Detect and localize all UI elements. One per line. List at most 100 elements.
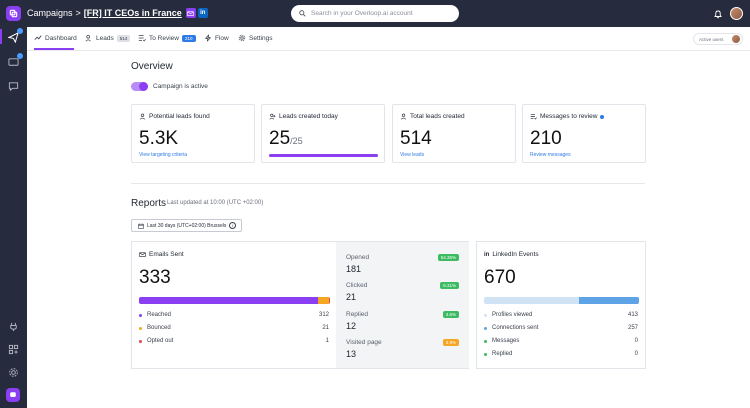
emails-sent-total: 333 xyxy=(139,267,171,288)
bar-segment-profiles-viewed xyxy=(484,297,580,304)
leads-today-value: 25/25 xyxy=(269,128,303,150)
linkedin-events-header: in LinkedIn Events xyxy=(484,251,539,258)
tab-leads-label: Leads xyxy=(96,34,114,42)
toggle-knob xyxy=(139,82,148,91)
info-icon[interactable]: i xyxy=(229,222,237,229)
emails-row-reached: Reached xyxy=(139,312,171,318)
sidebar-item-integrations[interactable] xyxy=(7,320,20,333)
view-leads-link[interactable]: View leads xyxy=(400,152,425,158)
emails-sent-title: Emails Sent xyxy=(149,251,184,258)
review-messages-link[interactable]: Review messages xyxy=(530,152,571,158)
user-avatar[interactable] xyxy=(730,7,743,20)
connections-sent-bullet xyxy=(484,326,487,330)
visited-page-label: Visited page xyxy=(346,339,382,346)
review-icon xyxy=(138,35,146,42)
notification-dot xyxy=(17,28,23,34)
opted-out-value: 1 xyxy=(325,338,329,344)
view-targeting-criteria-link[interactable]: View targeting criteria xyxy=(139,152,187,158)
review-icon xyxy=(530,114,537,120)
replied-bullet xyxy=(484,352,487,356)
profiles-viewed-label: Profiles viewed xyxy=(492,312,533,318)
calendar-icon xyxy=(138,223,144,229)
sidebar-item-settings[interactable] xyxy=(7,366,20,379)
gear-icon xyxy=(238,34,246,42)
trend-icon xyxy=(34,35,42,40)
date-range-selector[interactable]: Last 30 days (UTC+02:00) Brussels i xyxy=(131,219,242,232)
emails-sent-panel: Emails Sent 333 Reached 312 Bounced 21 O… xyxy=(131,241,337,369)
user-icon xyxy=(400,113,407,120)
total-leads-title: Total leads created xyxy=(410,113,465,120)
search-icon xyxy=(299,10,306,17)
reports-updated-text: Last updated at 10:00 (UTC +02:00) xyxy=(167,200,264,206)
messages-review-card: Messages to review 210 Review messages xyxy=(522,104,646,163)
campaign-name[interactable]: [FR] IT CEOs in France xyxy=(83,8,182,18)
linkedin-stacked-bar xyxy=(484,297,639,304)
tab-dashboard-label: Dashboard xyxy=(45,34,77,42)
tab-settings-label: Settings xyxy=(249,34,273,42)
sidebar-item-apps[interactable] xyxy=(7,343,20,356)
bell-icon[interactable] xyxy=(713,9,723,19)
apps-icon xyxy=(8,344,19,355)
envelope-icon xyxy=(139,252,146,257)
active-users-pill[interactable]: Active users xyxy=(693,33,743,45)
potential-leads-card: Potential leads found 5.3K View targetin… xyxy=(131,104,255,163)
sidebar-item-inbox[interactable] xyxy=(7,53,23,69)
bounced-value: 21 xyxy=(322,325,329,331)
clicked-rate-badge: 6.31% xyxy=(440,282,459,289)
help-button[interactable] xyxy=(6,388,20,402)
active-users-label: Active users xyxy=(699,36,724,42)
linkedin-events-panel: in LinkedIn Events 670 Profiles viewed 4… xyxy=(476,241,646,369)
opened-label: Opened xyxy=(346,254,370,261)
search-bar[interactable] xyxy=(291,5,459,22)
active-user-avatar xyxy=(732,35,740,43)
sidebar-item-messages[interactable] xyxy=(7,80,20,93)
users-icon xyxy=(85,35,91,42)
leads-today-progress-bar xyxy=(269,154,378,157)
opted-out-bullet xyxy=(139,339,142,343)
linkedin-replied-label: Replied xyxy=(492,351,513,357)
app-logo[interactable] xyxy=(6,6,21,21)
potential-leads-title: Potential leads found xyxy=(149,113,210,120)
sidebar-item-campaigns[interactable] xyxy=(7,28,23,44)
profiles-viewed-bullet xyxy=(484,313,487,317)
bounced-label: Bounced xyxy=(147,325,171,331)
sidebar xyxy=(0,0,27,408)
tab-dashboard[interactable]: Dashboard xyxy=(34,34,77,42)
profiles-viewed-value: 413 xyxy=(627,312,638,318)
user-icon xyxy=(139,113,146,120)
breadcrumb: Campaigns > [FR] IT CEOs in France in xyxy=(27,8,208,18)
lightning-icon xyxy=(204,34,212,42)
visited-page-rate-badge: 3.9% xyxy=(442,339,459,346)
connections-sent-label: Connections sent xyxy=(492,325,539,331)
opted-out-label: Opted out xyxy=(147,338,174,344)
email-channel-icon xyxy=(185,8,196,18)
emails-stacked-bar xyxy=(139,297,330,304)
campaign-tabs: Dashboard Leads 514 To Review 210 Flow S… xyxy=(27,27,750,51)
sidebar-active-indicator xyxy=(0,29,2,44)
breadcrumb-campaigns[interactable]: Campaigns xyxy=(27,8,73,18)
linkedin-row-messages: Messages xyxy=(484,338,519,344)
bar-segment-opted-out xyxy=(329,297,330,304)
search-input[interactable] xyxy=(311,10,451,17)
tab-settings[interactable]: Settings xyxy=(238,34,273,42)
tab-leads[interactable]: Leads 514 xyxy=(85,34,131,42)
section-divider xyxy=(131,183,645,184)
tab-flow[interactable]: Flow xyxy=(204,34,229,42)
active-tab-underline xyxy=(34,48,74,50)
opened-value: 181 xyxy=(346,264,362,274)
messages-label: Messages xyxy=(492,338,520,344)
new-indicator-dot xyxy=(600,114,605,119)
clicked-label: Clicked xyxy=(346,282,368,289)
chat-bubble-icon xyxy=(10,392,16,397)
linkedin-events-title: LinkedIn Events xyxy=(492,251,539,258)
campaign-active-toggle[interactable] xyxy=(131,82,148,91)
reached-value: 312 xyxy=(318,312,329,318)
card-title: Potential leads found xyxy=(139,113,210,120)
messages-review-value: 210 xyxy=(530,128,562,149)
logo-icon xyxy=(9,9,18,18)
tab-to-review[interactable]: To Review 210 xyxy=(138,34,196,42)
total-leads-card: Total leads created 514 View leads xyxy=(392,104,516,163)
linkedin-channel-icon: in xyxy=(197,8,208,18)
replied-label: Replied xyxy=(346,311,369,318)
messages-review-title: Messages to review xyxy=(540,113,598,120)
